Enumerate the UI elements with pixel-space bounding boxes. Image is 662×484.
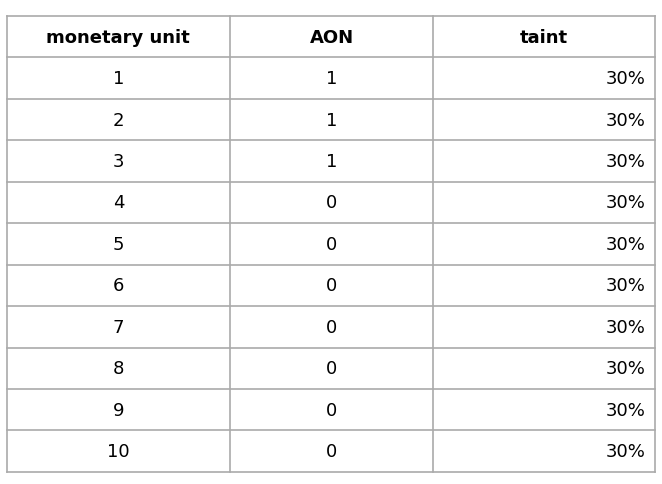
Text: monetary unit: monetary unit (46, 29, 190, 46)
Text: 0: 0 (326, 442, 337, 460)
Text: taint: taint (520, 29, 568, 46)
Text: 30%: 30% (606, 318, 645, 336)
Text: 7: 7 (113, 318, 124, 336)
Text: 0: 0 (326, 401, 337, 419)
Text: 30%: 30% (606, 235, 645, 254)
Text: 30%: 30% (606, 442, 645, 460)
Text: 4: 4 (113, 194, 124, 212)
Text: 0: 0 (326, 318, 337, 336)
Text: 1: 1 (326, 111, 337, 129)
Text: 6: 6 (113, 277, 124, 295)
Text: 5: 5 (113, 235, 124, 254)
Text: 3: 3 (113, 153, 124, 171)
Text: 30%: 30% (606, 360, 645, 378)
Text: 2: 2 (113, 111, 124, 129)
Text: 0: 0 (326, 235, 337, 254)
Text: 8: 8 (113, 360, 124, 378)
Text: 0: 0 (326, 277, 337, 295)
Text: 30%: 30% (606, 153, 645, 171)
Text: 10: 10 (107, 442, 130, 460)
Text: 30%: 30% (606, 70, 645, 88)
Text: 1: 1 (113, 70, 124, 88)
Text: AON: AON (309, 29, 354, 46)
Text: 30%: 30% (606, 111, 645, 129)
Text: 30%: 30% (606, 401, 645, 419)
Text: 30%: 30% (606, 194, 645, 212)
Text: 1: 1 (326, 70, 337, 88)
Text: 0: 0 (326, 360, 337, 378)
Text: 1: 1 (326, 153, 337, 171)
Text: 30%: 30% (606, 277, 645, 295)
Text: 9: 9 (113, 401, 124, 419)
Text: 0: 0 (326, 194, 337, 212)
